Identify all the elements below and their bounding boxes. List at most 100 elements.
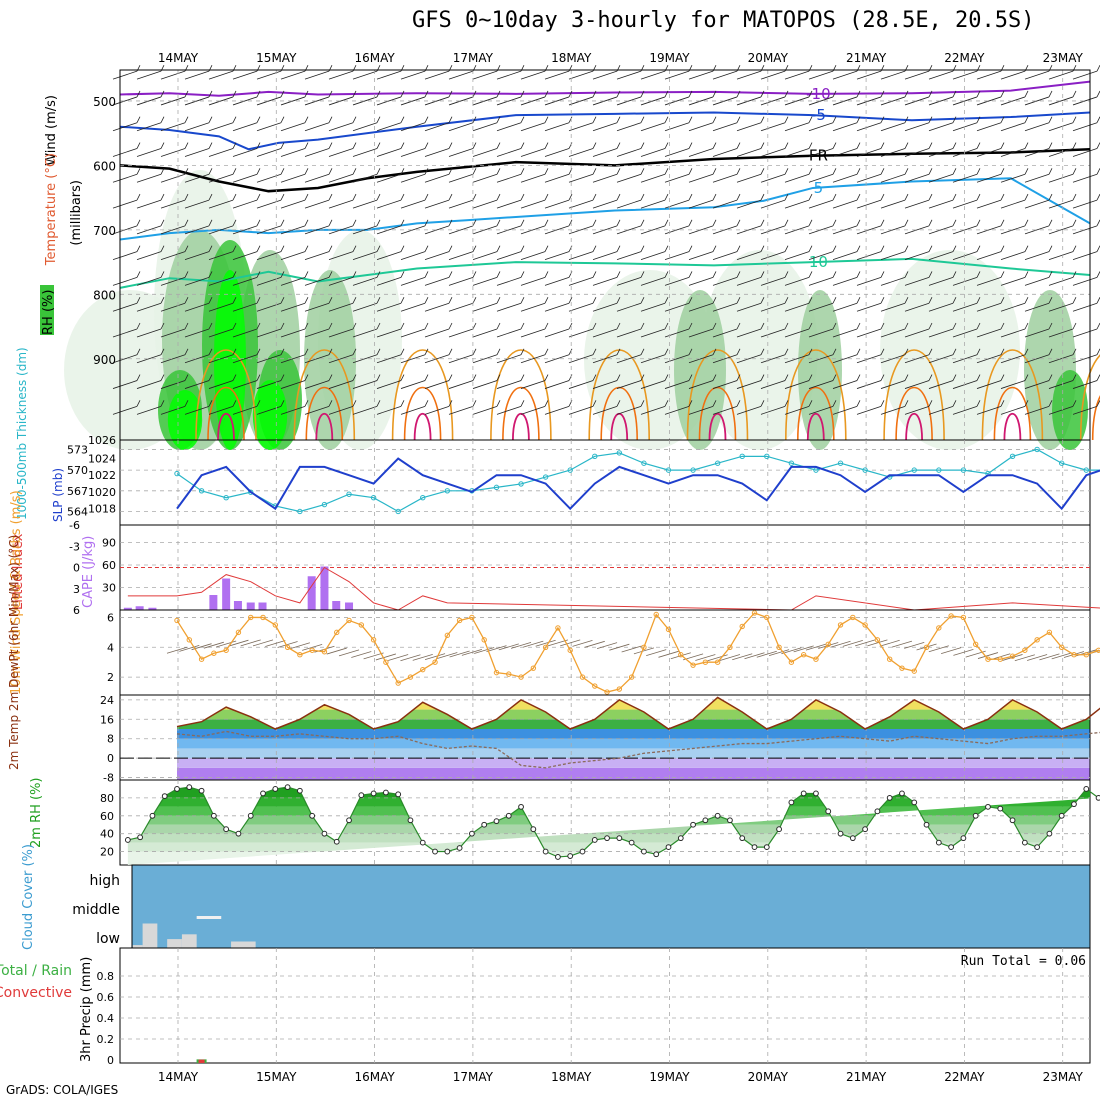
wind-barb-feather <box>904 297 909 304</box>
wind-barb <box>568 96 594 106</box>
wind-barb <box>376 277 402 286</box>
rh-point <box>235 830 242 837</box>
wind-barb <box>880 380 906 389</box>
cloud-level-label: middle <box>72 902 120 918</box>
wind-barb <box>952 405 978 415</box>
wind-barb <box>1000 199 1026 209</box>
wind-barb-feather <box>760 142 765 149</box>
wind-barb-feather <box>904 400 909 407</box>
rh-point <box>923 821 930 828</box>
wind-speed-point <box>1071 652 1077 658</box>
wind-speed-point <box>985 656 991 662</box>
rh-point <box>862 826 868 833</box>
wind-barb-feather <box>1048 400 1053 407</box>
wind-barb <box>256 277 282 286</box>
wind-barb-feather <box>760 219 765 227</box>
wind-barb-feather <box>208 193 213 201</box>
isotherm-15-loop <box>1079 354 1100 441</box>
wind-barb <box>856 173 882 183</box>
wind-barb-feather <box>256 116 261 123</box>
wind-barb-feather <box>400 142 405 149</box>
wind-barb-feather <box>640 116 645 123</box>
wind-ytick-label: 6 <box>107 611 114 624</box>
footer-credit: GrADS: COLA/IGES <box>6 1083 119 1097</box>
wind-barb <box>1072 70 1098 80</box>
ylabel-temperature: Temperature (°C) <box>44 153 59 266</box>
wind-barb-feather <box>544 374 549 381</box>
wind-speed-point <box>874 637 881 643</box>
cape-bar <box>246 602 255 610</box>
rh-point <box>948 844 955 851</box>
wind-barb-feather <box>616 348 621 355</box>
wind-barb <box>856 277 882 286</box>
wind-barb <box>616 405 642 415</box>
wind-barb-feather <box>424 374 429 381</box>
wind-barb <box>880 122 906 132</box>
wind-barb-feather <box>808 168 813 175</box>
wind-barb <box>304 328 330 338</box>
wind-barb-feather <box>520 297 525 304</box>
wind-barb-feather <box>496 297 501 304</box>
wind-barb-feather <box>496 219 501 227</box>
wind-barb-feather <box>256 245 261 252</box>
wind-barb <box>448 96 474 106</box>
wind-barb-feather <box>160 245 165 252</box>
ylabel-thickness: 1000-500mb Thickness (dm) <box>15 347 29 520</box>
wind-barb <box>496 173 522 183</box>
wind-barb <box>952 173 978 183</box>
wind-barb <box>904 251 930 261</box>
wind-barb-feather <box>424 297 429 304</box>
cloud-panel-bg <box>131 864 1091 949</box>
wind-ytick-label: 2 <box>107 671 114 684</box>
wind-barb-feather <box>1048 245 1053 252</box>
wind-barb-feather <box>928 168 933 175</box>
wind-barb-feather <box>736 322 741 330</box>
wind-barb <box>304 380 330 389</box>
wind-barb-feather <box>712 219 717 227</box>
wind-barb-feather <box>688 193 693 201</box>
wind-barb <box>832 96 858 106</box>
wind-barb-feather <box>1000 322 1005 330</box>
day-label-top: 23MAY <box>1043 51 1084 65</box>
wind-barb <box>784 199 810 209</box>
wind-barb <box>832 70 858 80</box>
wind-barb <box>424 148 450 157</box>
wind-barb-feather <box>1072 219 1077 227</box>
wind-barb <box>228 639 249 647</box>
wind-barb <box>616 122 642 132</box>
wind-barb-feather <box>904 374 909 381</box>
wind-barb-feather <box>736 245 741 252</box>
wind-barb <box>136 96 162 106</box>
wind-barb-feather <box>280 245 285 252</box>
wind-barb-feather <box>880 322 885 330</box>
wind-barb <box>496 251 522 261</box>
thickness-point <box>739 453 745 460</box>
rh-point <box>395 791 402 798</box>
wind-barb <box>976 225 1002 235</box>
wind-barb <box>633 647 655 655</box>
wind-speed-point <box>923 644 930 650</box>
wind-barb-feather <box>472 168 477 175</box>
wind-barb-feather <box>784 219 789 227</box>
wind-speed-point <box>567 647 573 653</box>
wind-barb <box>1024 380 1050 389</box>
wind-barb-feather <box>832 219 837 227</box>
wind-barb <box>160 70 186 80</box>
wind-barb <box>496 122 522 132</box>
wind-barb-feather <box>1048 297 1053 304</box>
wind-barb <box>304 173 330 183</box>
wind-barb <box>184 173 210 183</box>
wind-barb <box>712 96 738 106</box>
wind-barb-feather <box>232 90 237 98</box>
wind-barb <box>1000 251 1026 261</box>
wind-barb-feather <box>976 245 981 252</box>
wind-barb-feather <box>496 142 501 149</box>
wind-barb-feather <box>712 374 717 381</box>
wind-barb <box>328 96 354 106</box>
rh-point <box>1071 801 1077 808</box>
wind-barb-feather <box>232 168 237 175</box>
wind-speed-point <box>321 649 328 655</box>
wind-barb <box>496 380 522 389</box>
temp-band <box>177 748 1090 759</box>
wind-barb-feather <box>520 142 525 149</box>
